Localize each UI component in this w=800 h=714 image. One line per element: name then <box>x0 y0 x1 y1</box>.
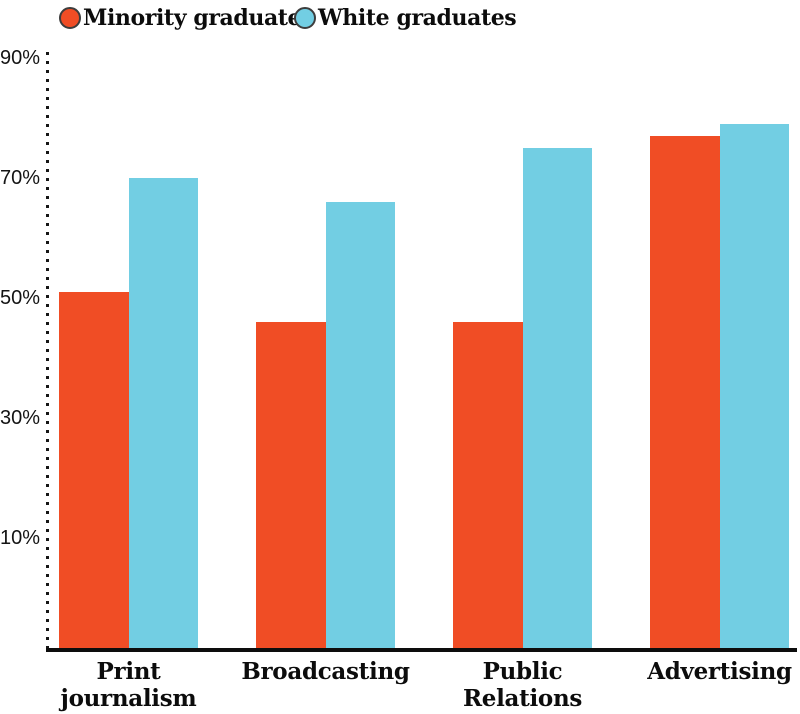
bar-white-graduates-print-journalism <box>128 178 198 648</box>
category-label-broadcasting: Broadcasting <box>241 658 410 685</box>
legend-item-minority-graduates: Minority graduates <box>59 5 314 31</box>
y-tick-90: 90% <box>0 47 41 69</box>
category-label-print-journalism: Print journalism <box>60 658 197 712</box>
bar-white-graduates-public-relations <box>522 148 592 648</box>
y-tick-10: 10% <box>0 527 41 549</box>
bar-minority-graduates-public-relations <box>453 322 523 648</box>
bar-minority-graduates-broadcasting <box>256 322 326 648</box>
bar-white-graduates-advertising <box>719 124 789 648</box>
y-tick-30: 30% <box>0 407 41 429</box>
legend-item-white-graduates: White graduates <box>294 5 517 31</box>
legend-swatch-white-icon <box>294 7 316 29</box>
bar-white-graduates-broadcasting <box>325 202 395 648</box>
category-label-public-relations: Public Relations <box>462 658 583 712</box>
category-label-advertising: Advertising <box>647 658 792 685</box>
y-tick-70: 70% <box>0 167 41 189</box>
y-axis-line <box>46 52 49 648</box>
bar-minority-graduates-print-journalism <box>59 292 129 648</box>
y-tick-50: 50% <box>0 287 41 309</box>
bar-minority-graduates-advertising <box>650 136 720 648</box>
legend-label-white-graduates: White graduates <box>318 5 517 31</box>
x-axis-line <box>46 648 797 652</box>
legend-swatch-minority-icon <box>59 7 81 29</box>
legend-label-minority-graduates: Minority graduates <box>83 5 314 31</box>
